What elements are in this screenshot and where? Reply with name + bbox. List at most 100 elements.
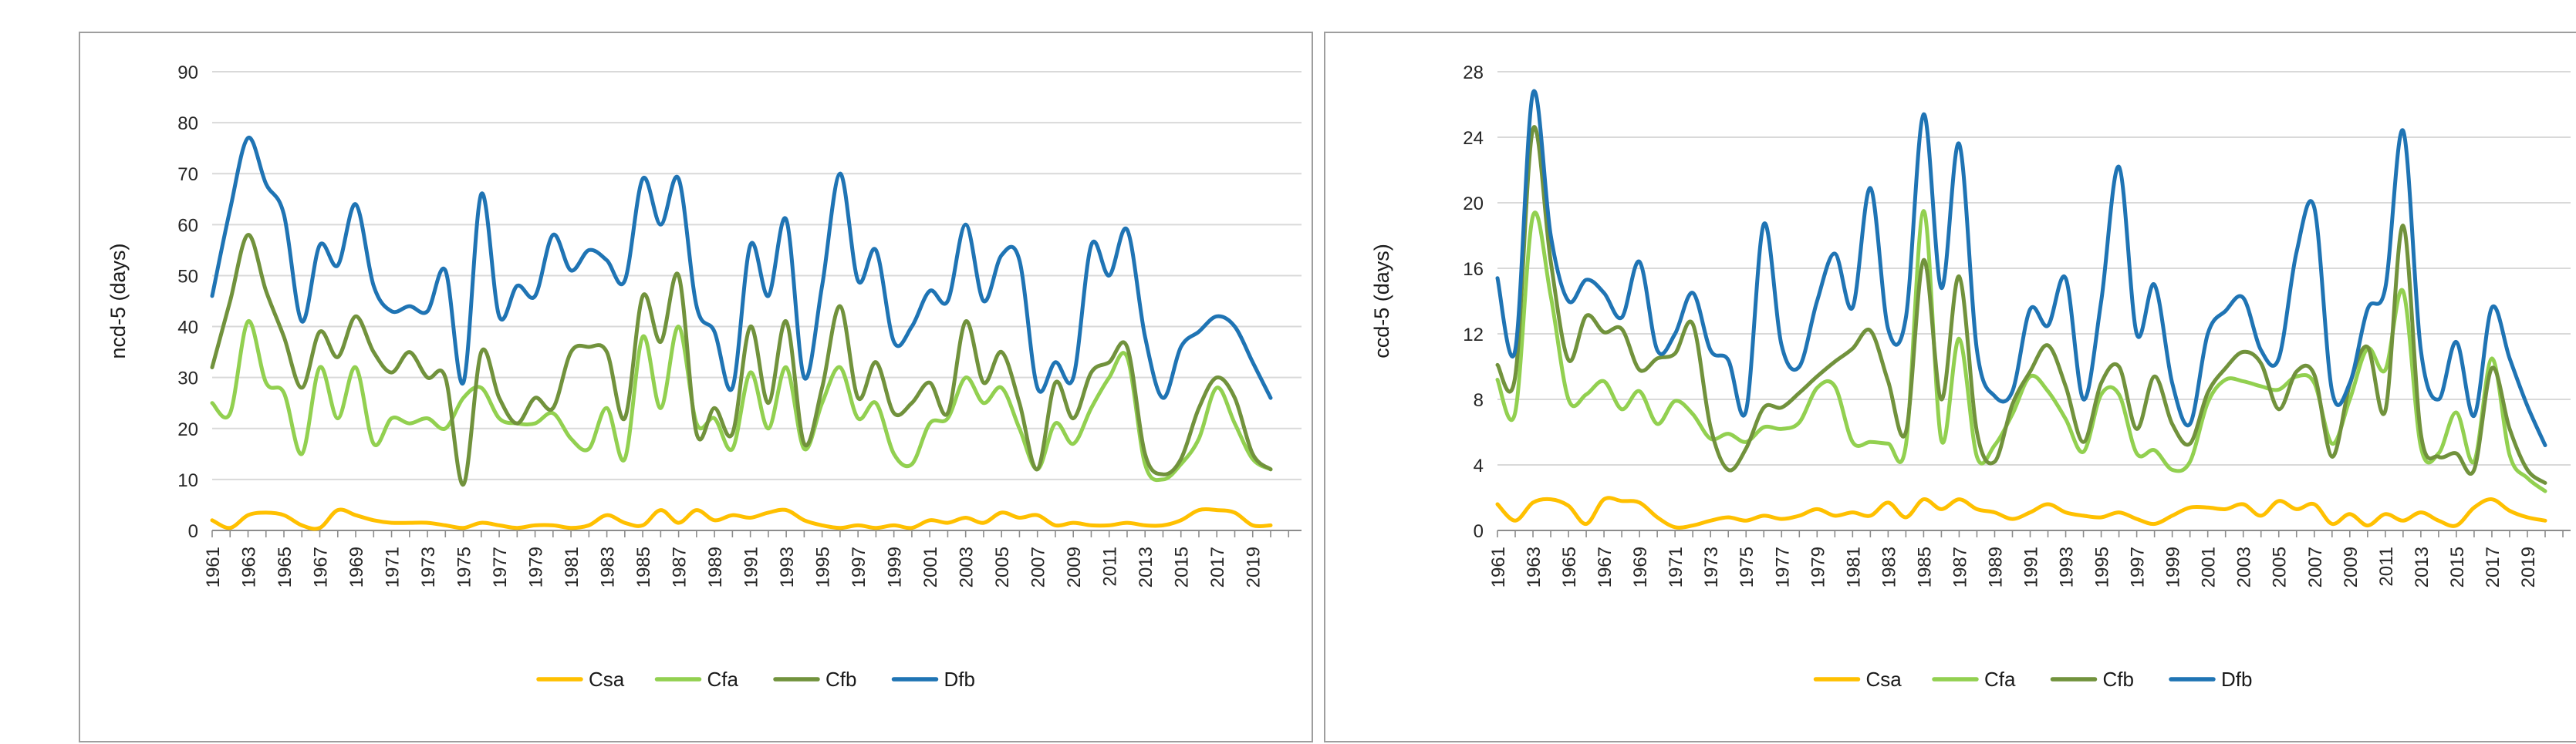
y-tick-label-30: 30 — [177, 369, 198, 389]
y-tick-label-20: 20 — [177, 419, 198, 440]
x-tick-label-1985: 1985 — [1914, 547, 1935, 587]
x-tick-label-1987: 1987 — [670, 547, 690, 587]
x-tick-label-2007: 2007 — [2305, 547, 2326, 587]
x-tick-label-2007: 2007 — [1028, 547, 1049, 587]
x-tick-label-1961: 1961 — [1488, 547, 1509, 587]
x-tick-label-1983: 1983 — [598, 547, 619, 587]
x-tick-label-1967: 1967 — [1595, 547, 1615, 587]
x-tick-label-2015: 2015 — [1172, 547, 1193, 587]
x-tick-label-1965: 1965 — [275, 547, 295, 587]
x-tick-label-1965: 1965 — [1559, 547, 1580, 587]
y-tick-label-90: 90 — [177, 62, 198, 83]
x-tick-label-1973: 1973 — [1701, 547, 1722, 587]
legend-item-Cfb: Cfb — [773, 668, 856, 691]
x-tick-label-1963: 1963 — [239, 547, 260, 587]
legend-label-Dfb: Dfb — [2221, 668, 2252, 691]
x-tick-label-1971: 1971 — [1666, 547, 1686, 587]
x-tick-label-1993: 1993 — [2057, 547, 2078, 587]
y-tick-label-12: 12 — [1463, 325, 1484, 345]
legend-label-Csa: Csa — [589, 668, 625, 691]
x-tick-label-2005: 2005 — [2270, 547, 2291, 587]
x-tick-label-1975: 1975 — [454, 547, 475, 587]
y-tick-label-0: 0 — [188, 521, 198, 542]
series-line-Cfa — [1495, 209, 2547, 493]
legend-item-Dfb: Dfb — [891, 668, 975, 691]
x-tick-label-1995: 1995 — [813, 547, 834, 587]
x-tick-label-1969: 1969 — [346, 547, 367, 587]
y-tick-label-4: 4 — [1474, 456, 1484, 476]
x-tick-label-1991: 1991 — [2021, 547, 2042, 587]
series-line-Dfb — [210, 136, 1273, 400]
series-line-Dfb — [1495, 89, 2547, 447]
x-tick-label-2003: 2003 — [2234, 547, 2255, 587]
x-tick-label-1975: 1975 — [1737, 547, 1757, 587]
x-tick-label-1971: 1971 — [383, 547, 403, 587]
x-tick-label-2011: 2011 — [2376, 547, 2397, 587]
legend-item-Cfa: Cfa — [654, 668, 739, 691]
x-tick-label-2015: 2015 — [2447, 547, 2468, 587]
x-tick-label-1983: 1983 — [1879, 547, 1899, 587]
x-tick-label-1961: 1961 — [203, 547, 224, 587]
legend-label-Dfb: Dfb — [944, 668, 975, 691]
legend-item-Csa: Csa — [1813, 668, 1902, 691]
legend-item-Dfb: Dfb — [2169, 668, 2252, 691]
y-tick-label-24: 24 — [1463, 128, 1484, 149]
x-tick-label-2003: 2003 — [957, 547, 977, 587]
x-tick-label-1997: 1997 — [2128, 547, 2149, 587]
y-axis-title: ncd-5 (days) — [106, 243, 130, 359]
series-line-Csa — [1495, 496, 2547, 530]
x-tick-label-2001: 2001 — [2199, 547, 2220, 587]
y-tick-label-0: 0 — [1474, 521, 1484, 542]
y-tick-label-80: 80 — [177, 113, 198, 134]
x-tick-label-1999: 1999 — [2163, 547, 2184, 587]
x-tick-label-2005: 2005 — [992, 547, 1013, 587]
x-tick-label-2017: 2017 — [2483, 547, 2503, 587]
y-axis-title: ccd-5 (days) — [1370, 244, 1393, 359]
x-tick-label-2013: 2013 — [2412, 547, 2433, 587]
x-tick-label-1963: 1963 — [1524, 547, 1545, 587]
y-tick-label-40: 40 — [177, 318, 198, 338]
x-tick-label-1977: 1977 — [1772, 547, 1793, 587]
x-tick-label-2013: 2013 — [1136, 547, 1156, 587]
chart-panel-ccd5: 28 24 20 16 12 8 4 0 1961 1963 1965 1967 1969 1971 197… — [1324, 32, 2576, 742]
x-tick-label-2019: 2019 — [1244, 547, 1264, 587]
x-tick-label-1981: 1981 — [1843, 547, 1864, 587]
x-tick-label-1999: 1999 — [885, 547, 906, 587]
series-line-Csa — [210, 507, 1273, 531]
x-tick-label-1989: 1989 — [705, 547, 726, 587]
legend-label-Cfb: Cfb — [825, 668, 856, 691]
x-tick-label-1993: 1993 — [777, 547, 798, 587]
x-tick-label-1995: 1995 — [2092, 547, 2113, 587]
y-tick-label-16: 16 — [1463, 259, 1484, 280]
legend-item-Cfa: Cfa — [1932, 668, 2016, 691]
x-tick-label-1997: 1997 — [849, 547, 869, 587]
x-tick-label-2009: 2009 — [1064, 547, 1085, 587]
y-tick-label-10: 10 — [177, 470, 198, 491]
x-tick-label-2001: 2001 — [920, 547, 941, 587]
legend-item-Cfb: Cfb — [2050, 668, 2134, 691]
x-tick-label-1985: 1985 — [633, 547, 654, 587]
x-tick-label-2017: 2017 — [1207, 547, 1228, 587]
x-tick-label-1987: 1987 — [1950, 547, 1970, 587]
legend-label-Cfa: Cfa — [707, 668, 739, 691]
series-line-Cfa — [210, 319, 1273, 483]
y-tick-label-20: 20 — [1463, 194, 1484, 214]
x-tick-label-1991: 1991 — [741, 547, 762, 587]
x-tick-label-2011: 2011 — [1100, 547, 1121, 587]
series-line-Cfb — [210, 233, 1273, 487]
x-tick-label-1969: 1969 — [1630, 547, 1651, 587]
series-line-Cfb — [1495, 125, 2547, 485]
x-tick-label-1967: 1967 — [311, 547, 332, 587]
x-tick-label-1989: 1989 — [1985, 547, 2006, 587]
chart-panel-ncd5: 90 80 70 60 50 40 30 20 10 0 1961 1963 1965 1967 1969 1… — [79, 32, 1313, 742]
x-tick-label-1973: 1973 — [418, 547, 439, 587]
x-tick-label-1977: 1977 — [490, 547, 511, 587]
legend-label-Csa: Csa — [1866, 668, 1902, 691]
x-tick-label-1979: 1979 — [1808, 547, 1828, 587]
x-tick-label-1981: 1981 — [562, 547, 582, 587]
legend-item-Csa: Csa — [536, 668, 625, 691]
y-tick-label-8: 8 — [1474, 390, 1484, 411]
